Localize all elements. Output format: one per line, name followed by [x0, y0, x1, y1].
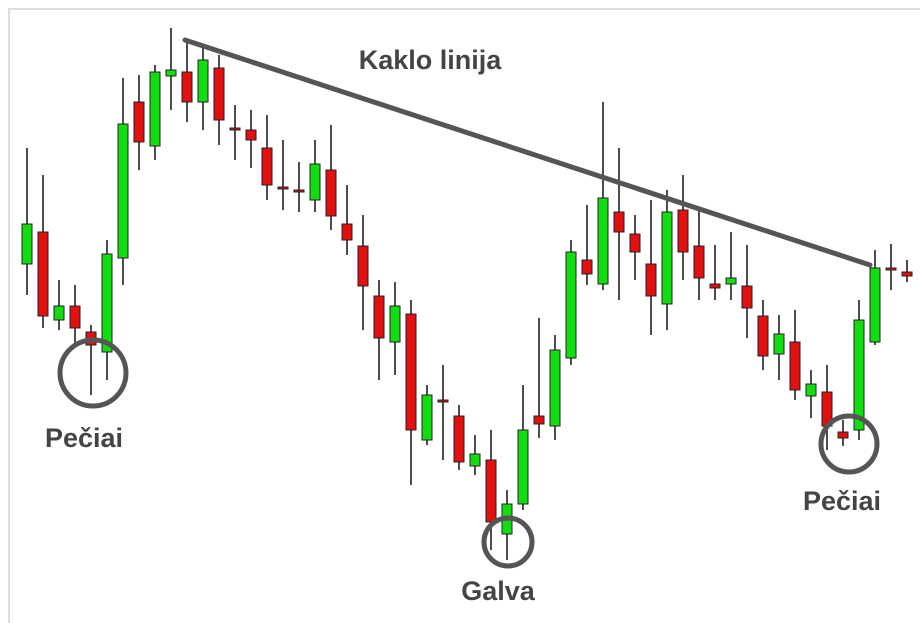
annotations: Pečiai Galva Pečiai Kaklo linija [45, 45, 881, 606]
neckline [182, 37, 873, 268]
candle-body [213, 67, 225, 121]
candle-body [661, 211, 673, 305]
candle-body [373, 295, 385, 339]
candle-body [485, 459, 497, 523]
candle-body [421, 394, 433, 441]
candle-body [245, 129, 257, 141]
candle-body [645, 263, 657, 297]
candle-body [21, 223, 33, 265]
candle-body [309, 163, 321, 201]
candle-body [581, 259, 593, 275]
candle-body [901, 271, 913, 277]
candle-body [437, 399, 449, 403]
candle-body [533, 415, 545, 425]
circle [57, 337, 129, 409]
candle-body [549, 349, 561, 427]
candle-body [181, 71, 193, 103]
candle-body [197, 59, 209, 103]
candle-body [133, 101, 145, 143]
candle-body [773, 333, 785, 355]
candle-body [37, 231, 49, 317]
candle-body [869, 267, 881, 343]
candle-body [101, 253, 113, 353]
candle-body [693, 245, 705, 279]
frame [8, 8, 920, 623]
candle-body [341, 223, 353, 241]
candles [21, 28, 913, 560]
candle-body [325, 169, 337, 217]
candle-body [613, 211, 625, 233]
candle-body [885, 267, 897, 271]
candle-body [293, 189, 305, 193]
candle-body [789, 341, 801, 391]
circle [818, 413, 880, 475]
candle-body [853, 319, 865, 431]
candle-body [597, 197, 609, 285]
candle-body [357, 245, 369, 287]
candle-body [53, 305, 65, 321]
candle-body [229, 127, 241, 131]
candle-body [757, 315, 769, 357]
candle-body [741, 285, 753, 309]
candle-body [629, 233, 641, 253]
candle-body [405, 313, 417, 431]
candle-body [69, 305, 81, 329]
annotation: Pečiai [45, 423, 123, 453]
candle-body [165, 69, 177, 77]
candle-body [261, 147, 273, 186]
candle-body [837, 431, 849, 439]
candle-body [709, 283, 721, 289]
candle-body [389, 305, 401, 343]
candle-body [677, 209, 689, 253]
candle-body [453, 415, 465, 463]
candle-body [565, 251, 577, 359]
candle-body [277, 186, 289, 190]
neckline-label: Kaklo linija [359, 45, 503, 75]
candle-body [517, 429, 529, 505]
candle-body [725, 277, 737, 285]
candle-body [149, 71, 161, 147]
candle-body [469, 453, 481, 467]
annotation: Pečiai [803, 486, 881, 516]
candle-body [117, 123, 129, 259]
candle-body [805, 383, 817, 397]
circle [481, 515, 535, 569]
annotation: Galva [461, 576, 536, 606]
